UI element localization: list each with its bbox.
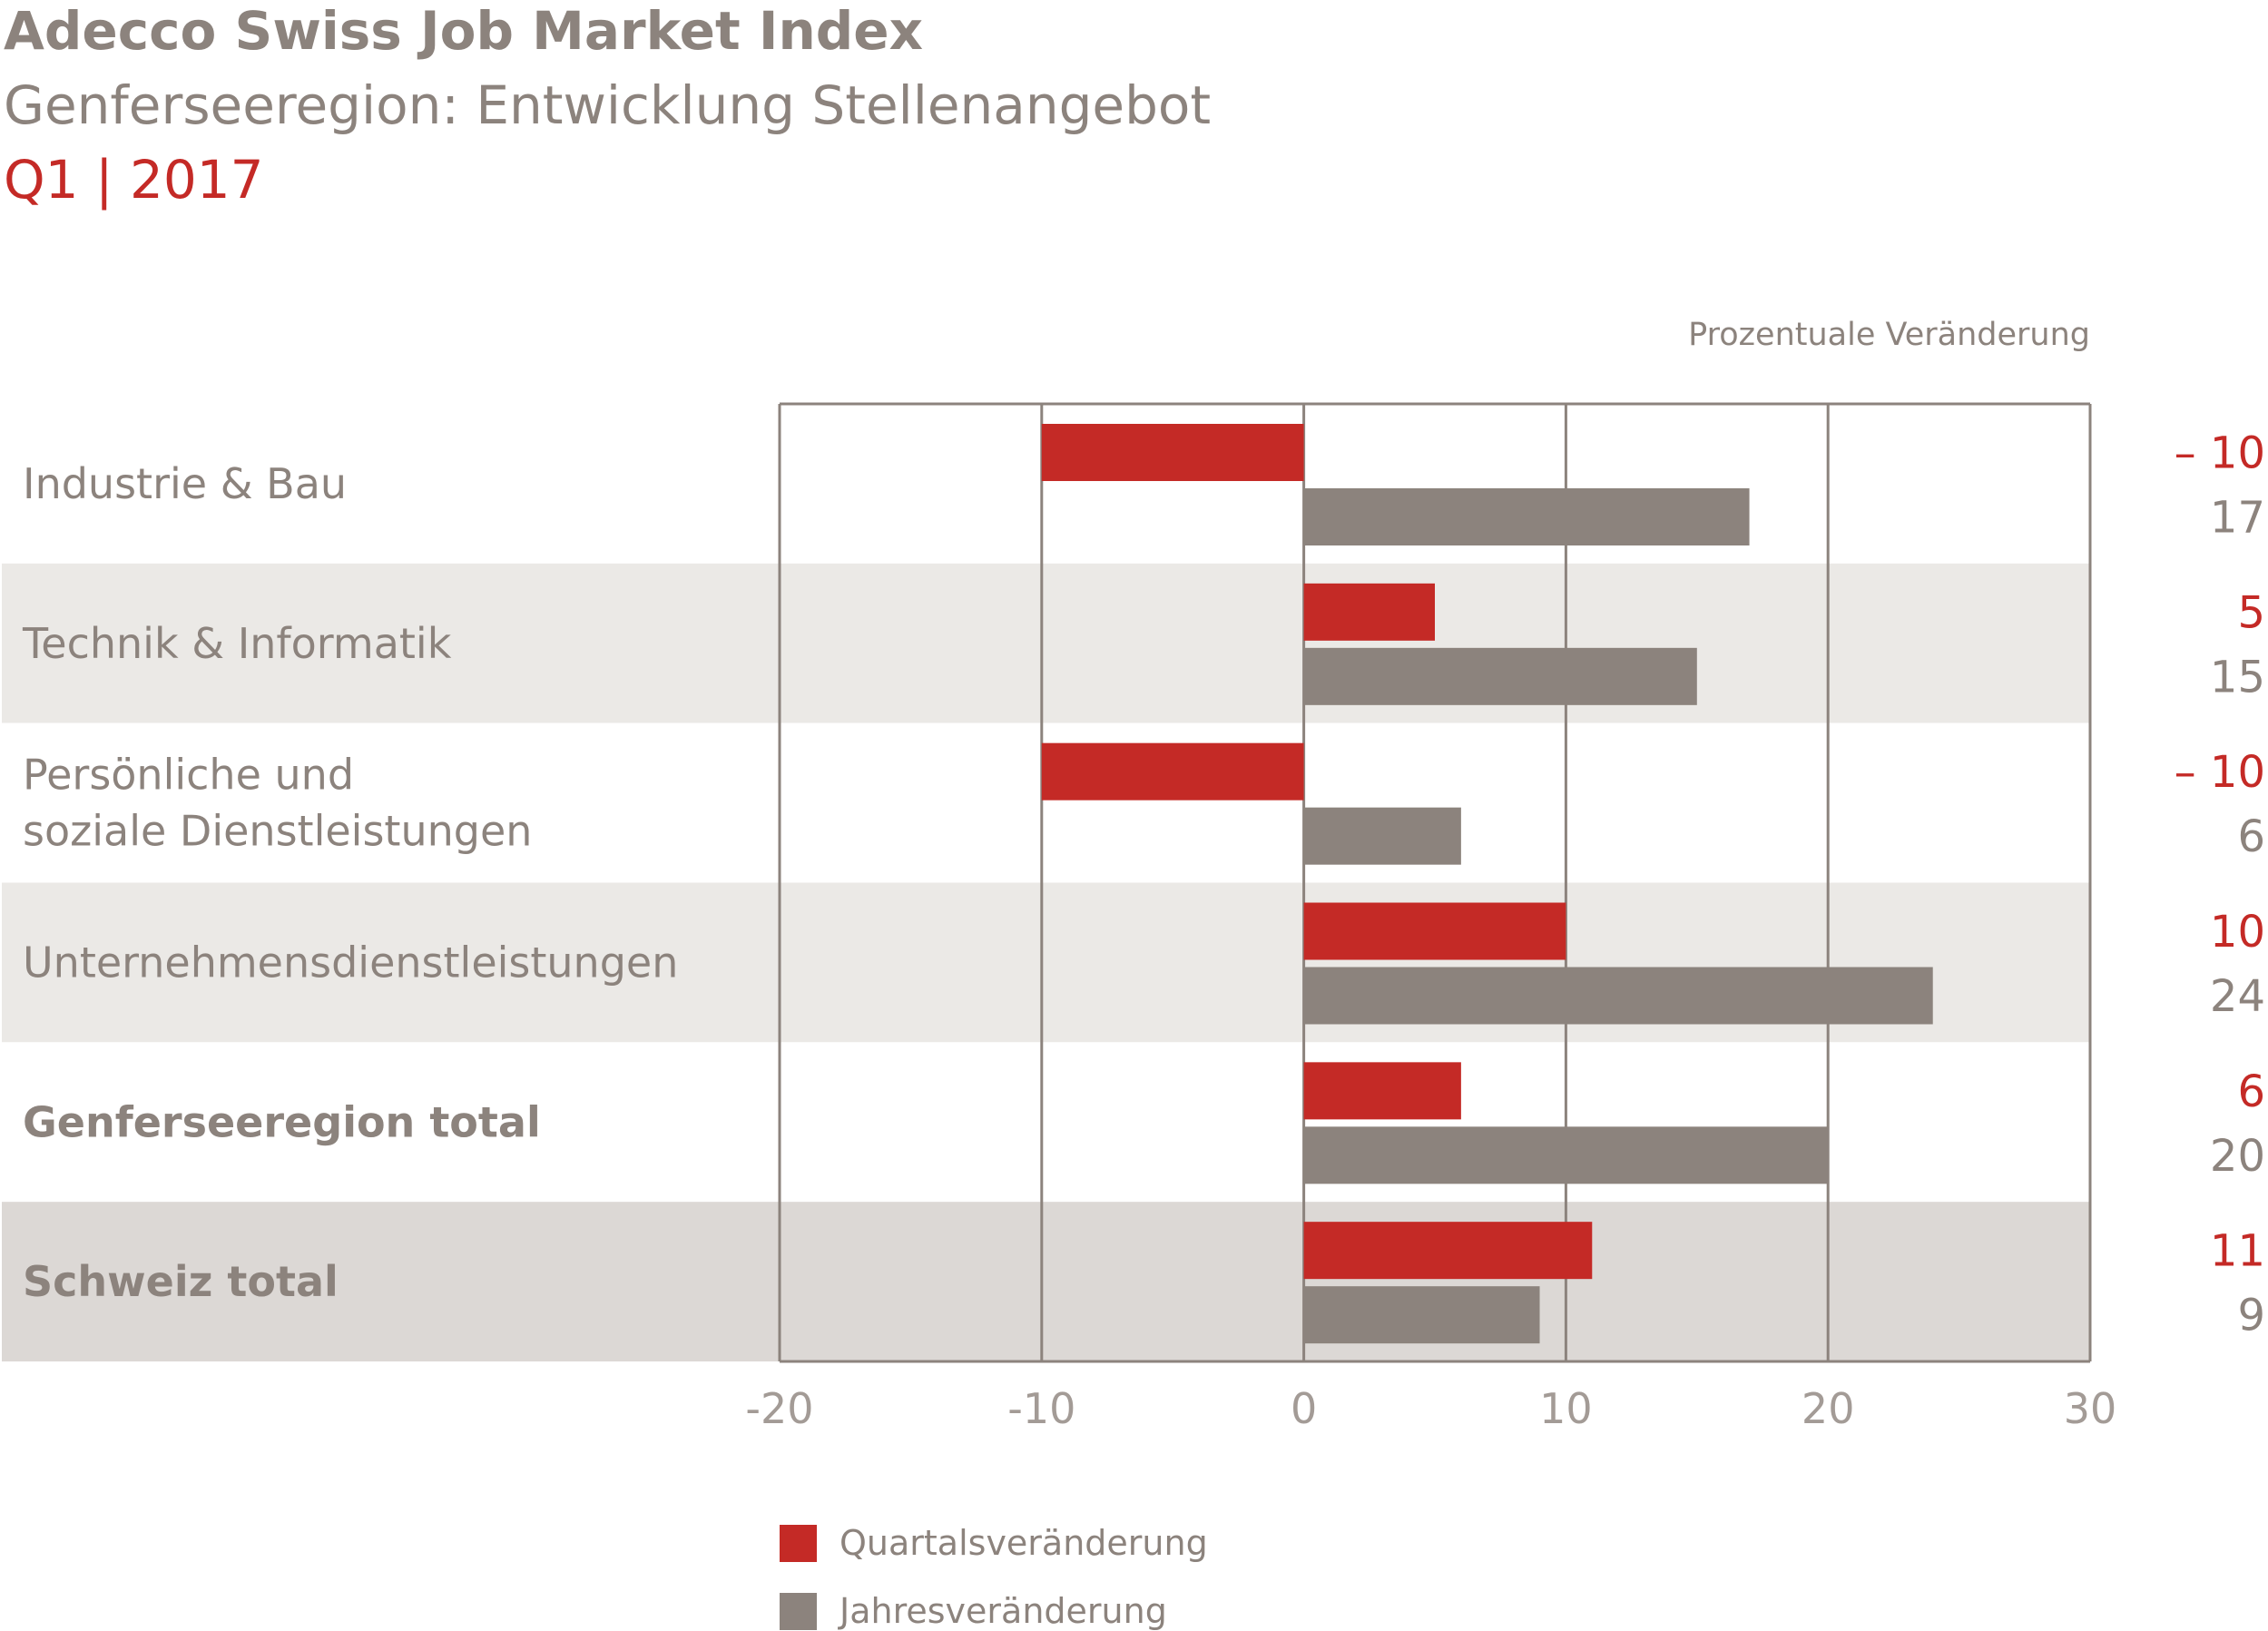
bar-quarterly [1303,902,1566,960]
bar-yearly [1303,488,1750,545]
category-label: Genferseeregion total [23,1097,541,1146]
bar-yearly [1303,1286,1540,1344]
x-tick-label: 30 [2064,1384,2117,1433]
category-label: soziale Dienstleistungen [23,807,532,856]
value-label-quarterly: 11 [2210,1226,2265,1277]
x-tick-label: 0 [1291,1384,1317,1433]
x-tick-label: -20 [745,1384,813,1433]
legend-label: Quartalsveränderung [839,1523,1208,1563]
x-tick-label: -10 [1007,1384,1075,1433]
chart-title: Adecco Swiss Job Market Index [4,0,924,62]
bar-quarterly [1303,583,1435,641]
value-label-quarterly: – 10 [2175,747,2265,798]
bar-yearly [1303,1126,1829,1184]
chart-period: Q1 | 2017 [4,149,264,211]
legend-swatch [780,1525,817,1562]
value-label-yearly: 24 [2210,971,2265,1022]
value-label-quarterly: 6 [2237,1066,2265,1117]
bar-yearly [1303,807,1461,865]
category-label: Unternehmensdienstleistungen [23,938,678,987]
bar-quarterly [1303,1062,1461,1120]
value-label-quarterly: 5 [2237,587,2265,638]
bar-quarterly [1041,742,1304,801]
bar-quarterly [1303,1222,1593,1280]
value-label-yearly: 15 [2210,652,2265,703]
value-label-yearly: 6 [2237,811,2265,862]
unit-label: Prozentuale Veränderung [1688,317,2090,353]
category-label: Technik & Informatik [22,619,452,668]
value-label-yearly: 17 [2210,493,2265,544]
category-label: Industrie & Bau [23,459,347,508]
bar-yearly [1303,647,1697,705]
value-label-quarterly: – 10 [2175,428,2265,479]
chart-subtitle: Genferseeregion: Entwicklung Stellenange… [4,74,1212,136]
value-label-yearly: 20 [2210,1131,2265,1182]
value-label-quarterly: 10 [2210,907,2265,958]
x-tick-label: 20 [1802,1384,1855,1433]
category-label: Schweiz total [23,1257,339,1306]
legend-swatch [780,1593,817,1630]
x-tick-label: 10 [1539,1384,1593,1433]
value-label-yearly: 9 [2237,1291,2265,1341]
row-background [2,1202,2090,1361]
bar-yearly [1303,967,1933,1025]
row-background [2,563,2090,723]
bar-quarterly [1041,424,1304,481]
legend-label: Jahresveränderung [838,1591,1167,1631]
category-label: Persönliche und [23,751,354,800]
